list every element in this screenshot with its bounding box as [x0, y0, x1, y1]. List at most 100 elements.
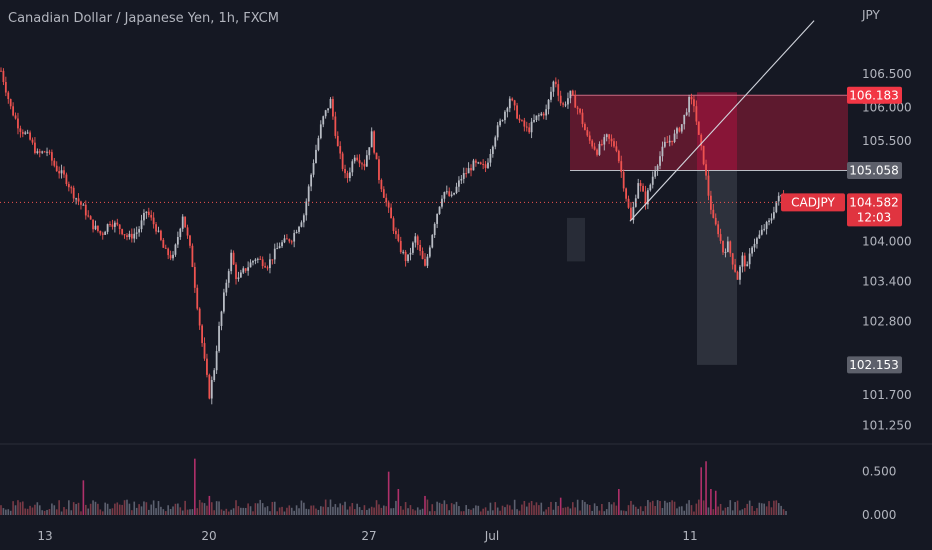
candle — [700, 133, 703, 151]
candle — [450, 191, 453, 198]
volume-bar — [528, 502, 530, 515]
volume-bar — [191, 509, 194, 515]
volume-bar — [201, 502, 203, 515]
candle — [244, 268, 247, 273]
volume-bar — [160, 506, 162, 515]
candle — [19, 125, 22, 138]
stop-price-value: 106.183 — [849, 88, 899, 102]
candle — [121, 228, 124, 236]
volume-bar — [179, 507, 182, 515]
candle — [38, 148, 41, 158]
candle — [106, 223, 109, 235]
volume-bar — [385, 506, 388, 515]
candle — [63, 166, 65, 178]
candle — [312, 159, 315, 178]
candle — [414, 232, 417, 248]
candle — [157, 226, 160, 233]
candle — [378, 155, 380, 184]
candle — [651, 171, 654, 189]
volume-bar — [336, 507, 339, 515]
candle — [491, 145, 494, 158]
volume-bar — [169, 508, 172, 515]
volume-bar — [707, 507, 710, 515]
candle — [462, 167, 465, 184]
candle — [109, 221, 111, 227]
volume-bar — [613, 502, 615, 515]
volume-bar — [492, 510, 494, 515]
candle — [528, 123, 531, 134]
volume-bar — [114, 503, 116, 515]
volume-bar — [751, 505, 753, 515]
candle — [97, 225, 99, 233]
volume-bar — [441, 503, 443, 515]
candle — [382, 186, 385, 198]
volume-bar — [584, 501, 586, 515]
candle — [351, 159, 354, 177]
stop-price-label: 106.183 — [847, 86, 902, 104]
candle — [176, 231, 179, 248]
volume-bar — [634, 506, 637, 515]
candle — [404, 249, 407, 267]
volume-bar — [453, 504, 455, 515]
candle — [637, 178, 640, 199]
volume-bar — [489, 502, 492, 515]
volume-bar — [373, 507, 375, 515]
volume-bar — [729, 500, 732, 515]
volume-bar — [673, 501, 676, 515]
candle — [346, 170, 349, 183]
candle — [591, 139, 594, 149]
price-tick-label: 104.000 — [862, 234, 912, 248]
volume-bar — [775, 500, 778, 515]
candle — [29, 130, 31, 141]
volume-bar — [748, 500, 751, 515]
candle — [409, 247, 412, 261]
volume-bar — [164, 511, 167, 515]
volume-bar — [244, 507, 247, 515]
volume-bar — [431, 504, 434, 515]
candle — [356, 154, 359, 162]
volume-bar — [632, 504, 635, 515]
candle — [705, 159, 707, 180]
volume-bar — [135, 507, 138, 515]
candle — [688, 94, 690, 117]
candle — [610, 134, 613, 147]
candle — [516, 102, 518, 120]
price-axis[interactable]: 106.500 106.000 105.500 104.000 103.400 102.8… — [862, 67, 912, 432]
candle — [150, 210, 153, 221]
volume-bar — [29, 505, 31, 515]
volume-bar — [695, 503, 698, 515]
candle — [133, 228, 136, 243]
candle — [235, 262, 237, 285]
volume-bar — [773, 500, 775, 515]
time-axis[interactable]: 13 20 27 Jul 11 — [37, 529, 697, 543]
candle — [467, 162, 470, 174]
volume-bar — [145, 502, 148, 515]
volume-bar — [651, 500, 654, 515]
volume-bar — [576, 499, 579, 515]
take-profit-zone — [697, 170, 737, 365]
volume-bar — [705, 461, 707, 515]
volume-bar — [538, 505, 540, 515]
volume-bar — [186, 509, 189, 515]
volume-bar — [273, 501, 276, 515]
candle — [203, 337, 206, 361]
volume-bar — [97, 503, 99, 515]
volume-bar — [542, 511, 545, 515]
volume-bar — [2, 508, 5, 515]
volume-bar — [390, 508, 392, 515]
volume-bar — [516, 509, 518, 515]
candle — [169, 250, 172, 261]
trend-line[interactable] — [629, 20, 815, 222]
volume-bar — [571, 502, 574, 515]
volume-bar — [504, 507, 506, 515]
volume-bar — [55, 509, 58, 515]
volume-bar — [482, 508, 484, 515]
candle — [283, 234, 286, 244]
candle — [184, 216, 187, 228]
volume-bar — [414, 510, 417, 515]
volume-bar — [295, 505, 298, 515]
candle — [140, 214, 143, 233]
candle — [273, 243, 276, 264]
candle — [596, 148, 598, 157]
